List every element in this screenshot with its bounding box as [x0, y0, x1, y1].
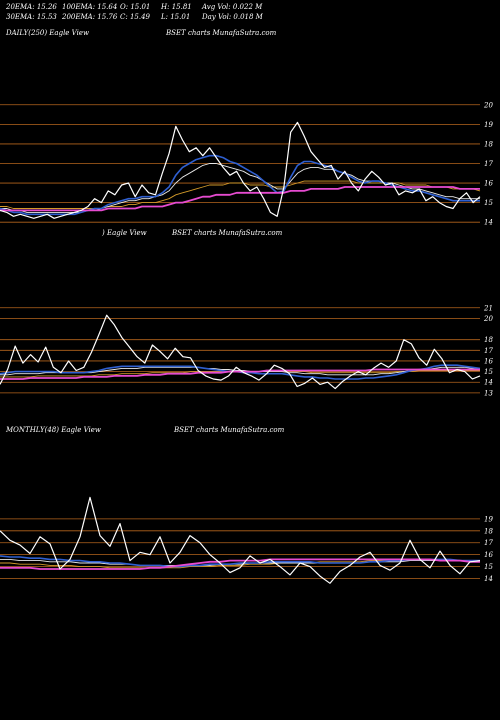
series-line-daily-price: [0, 121, 481, 219]
header-day-vol: Day Vol: 0.018 M: [202, 13, 263, 21]
header-100ema: 100EMA: 15.64: [62, 3, 118, 11]
y-tick-label-daily-15: 15: [484, 199, 493, 207]
y-tick-label-weekly-14: 14: [484, 379, 493, 387]
header-open: O: 15.01: [120, 3, 151, 11]
header-avg-vol: Avg Vol: 0.022 M: [202, 3, 263, 11]
y-tick-label-monthly-15: 15: [484, 563, 493, 571]
y-tick-label-daily-17: 17: [484, 160, 493, 168]
series-line-daily-ema100: [0, 180, 481, 209]
header-low: L: 15.01: [161, 13, 191, 21]
series-line-monthly-ema200: [0, 558, 480, 570]
y-tick-label-weekly-16: 16: [484, 357, 493, 365]
y-tick-label-daily-16: 16: [484, 180, 493, 188]
panel-label-monthly: MONTHLY(48) Eagle View: [6, 426, 101, 434]
header-close: C: 15.49: [120, 13, 150, 21]
panel-source-weekly: BSET charts MunafaSutra.com: [172, 229, 283, 237]
header-30ema: 30EMA: 15.53: [6, 13, 57, 21]
panel-source-daily: BSET charts MunafaSutra.com: [166, 29, 277, 37]
y-tick-label-monthly-16: 16: [484, 551, 493, 559]
y-tick-label-weekly-13: 13: [484, 389, 493, 397]
chart-panel-daily: 20 19 18 17 16 15 14: [0, 101, 493, 227]
series-line-weekly-ema200: [0, 368, 480, 380]
series-line-monthly-price: [0, 496, 481, 584]
y-tick-label-weekly-17: 17: [484, 347, 493, 355]
y-tick-label-daily-19: 19: [484, 121, 493, 129]
panel-label-daily: DAILY(250) Eagle View: [6, 29, 89, 37]
chart-panel-weekly: 21 20 18 17 16 15 14 13: [0, 304, 493, 397]
series-line-monthly-ema20: [0, 555, 480, 568]
y-tick-label-weekly-18: 18: [484, 336, 493, 344]
series-line-daily-ema200: [0, 186, 480, 212]
y-tick-label-weekly-20: 20: [483, 315, 493, 323]
y-tick-label-monthly-19: 19: [484, 515, 493, 523]
y-tick-label-weekly-21: 21: [483, 304, 493, 312]
y-tick-label-weekly-15: 15: [484, 368, 493, 376]
y-tick-label-daily-14: 14: [484, 219, 493, 227]
chart-panel-monthly: 19 18 17 16 15 14: [0, 496, 493, 584]
panel-label-weekly: ) Eagle View: [102, 229, 147, 237]
y-tick-label-monthly-17: 17: [484, 539, 493, 547]
header-high: H: 15.81: [161, 3, 192, 11]
y-tick-label-daily-20: 20: [483, 101, 493, 109]
y-tick-label-monthly-18: 18: [484, 527, 493, 535]
header-20ema: 20EMA: 15.26: [6, 3, 57, 11]
y-tick-label-daily-18: 18: [484, 140, 493, 148]
panel-source-monthly: BSET charts MunafaSutra.com: [174, 426, 285, 434]
series-line-weekly-price: [0, 314, 481, 390]
series-line-daily-ema30: [0, 163, 480, 213]
y-tick-label-monthly-14: 14: [484, 575, 493, 583]
header-200ema: 200EMA: 15.76: [62, 13, 118, 21]
